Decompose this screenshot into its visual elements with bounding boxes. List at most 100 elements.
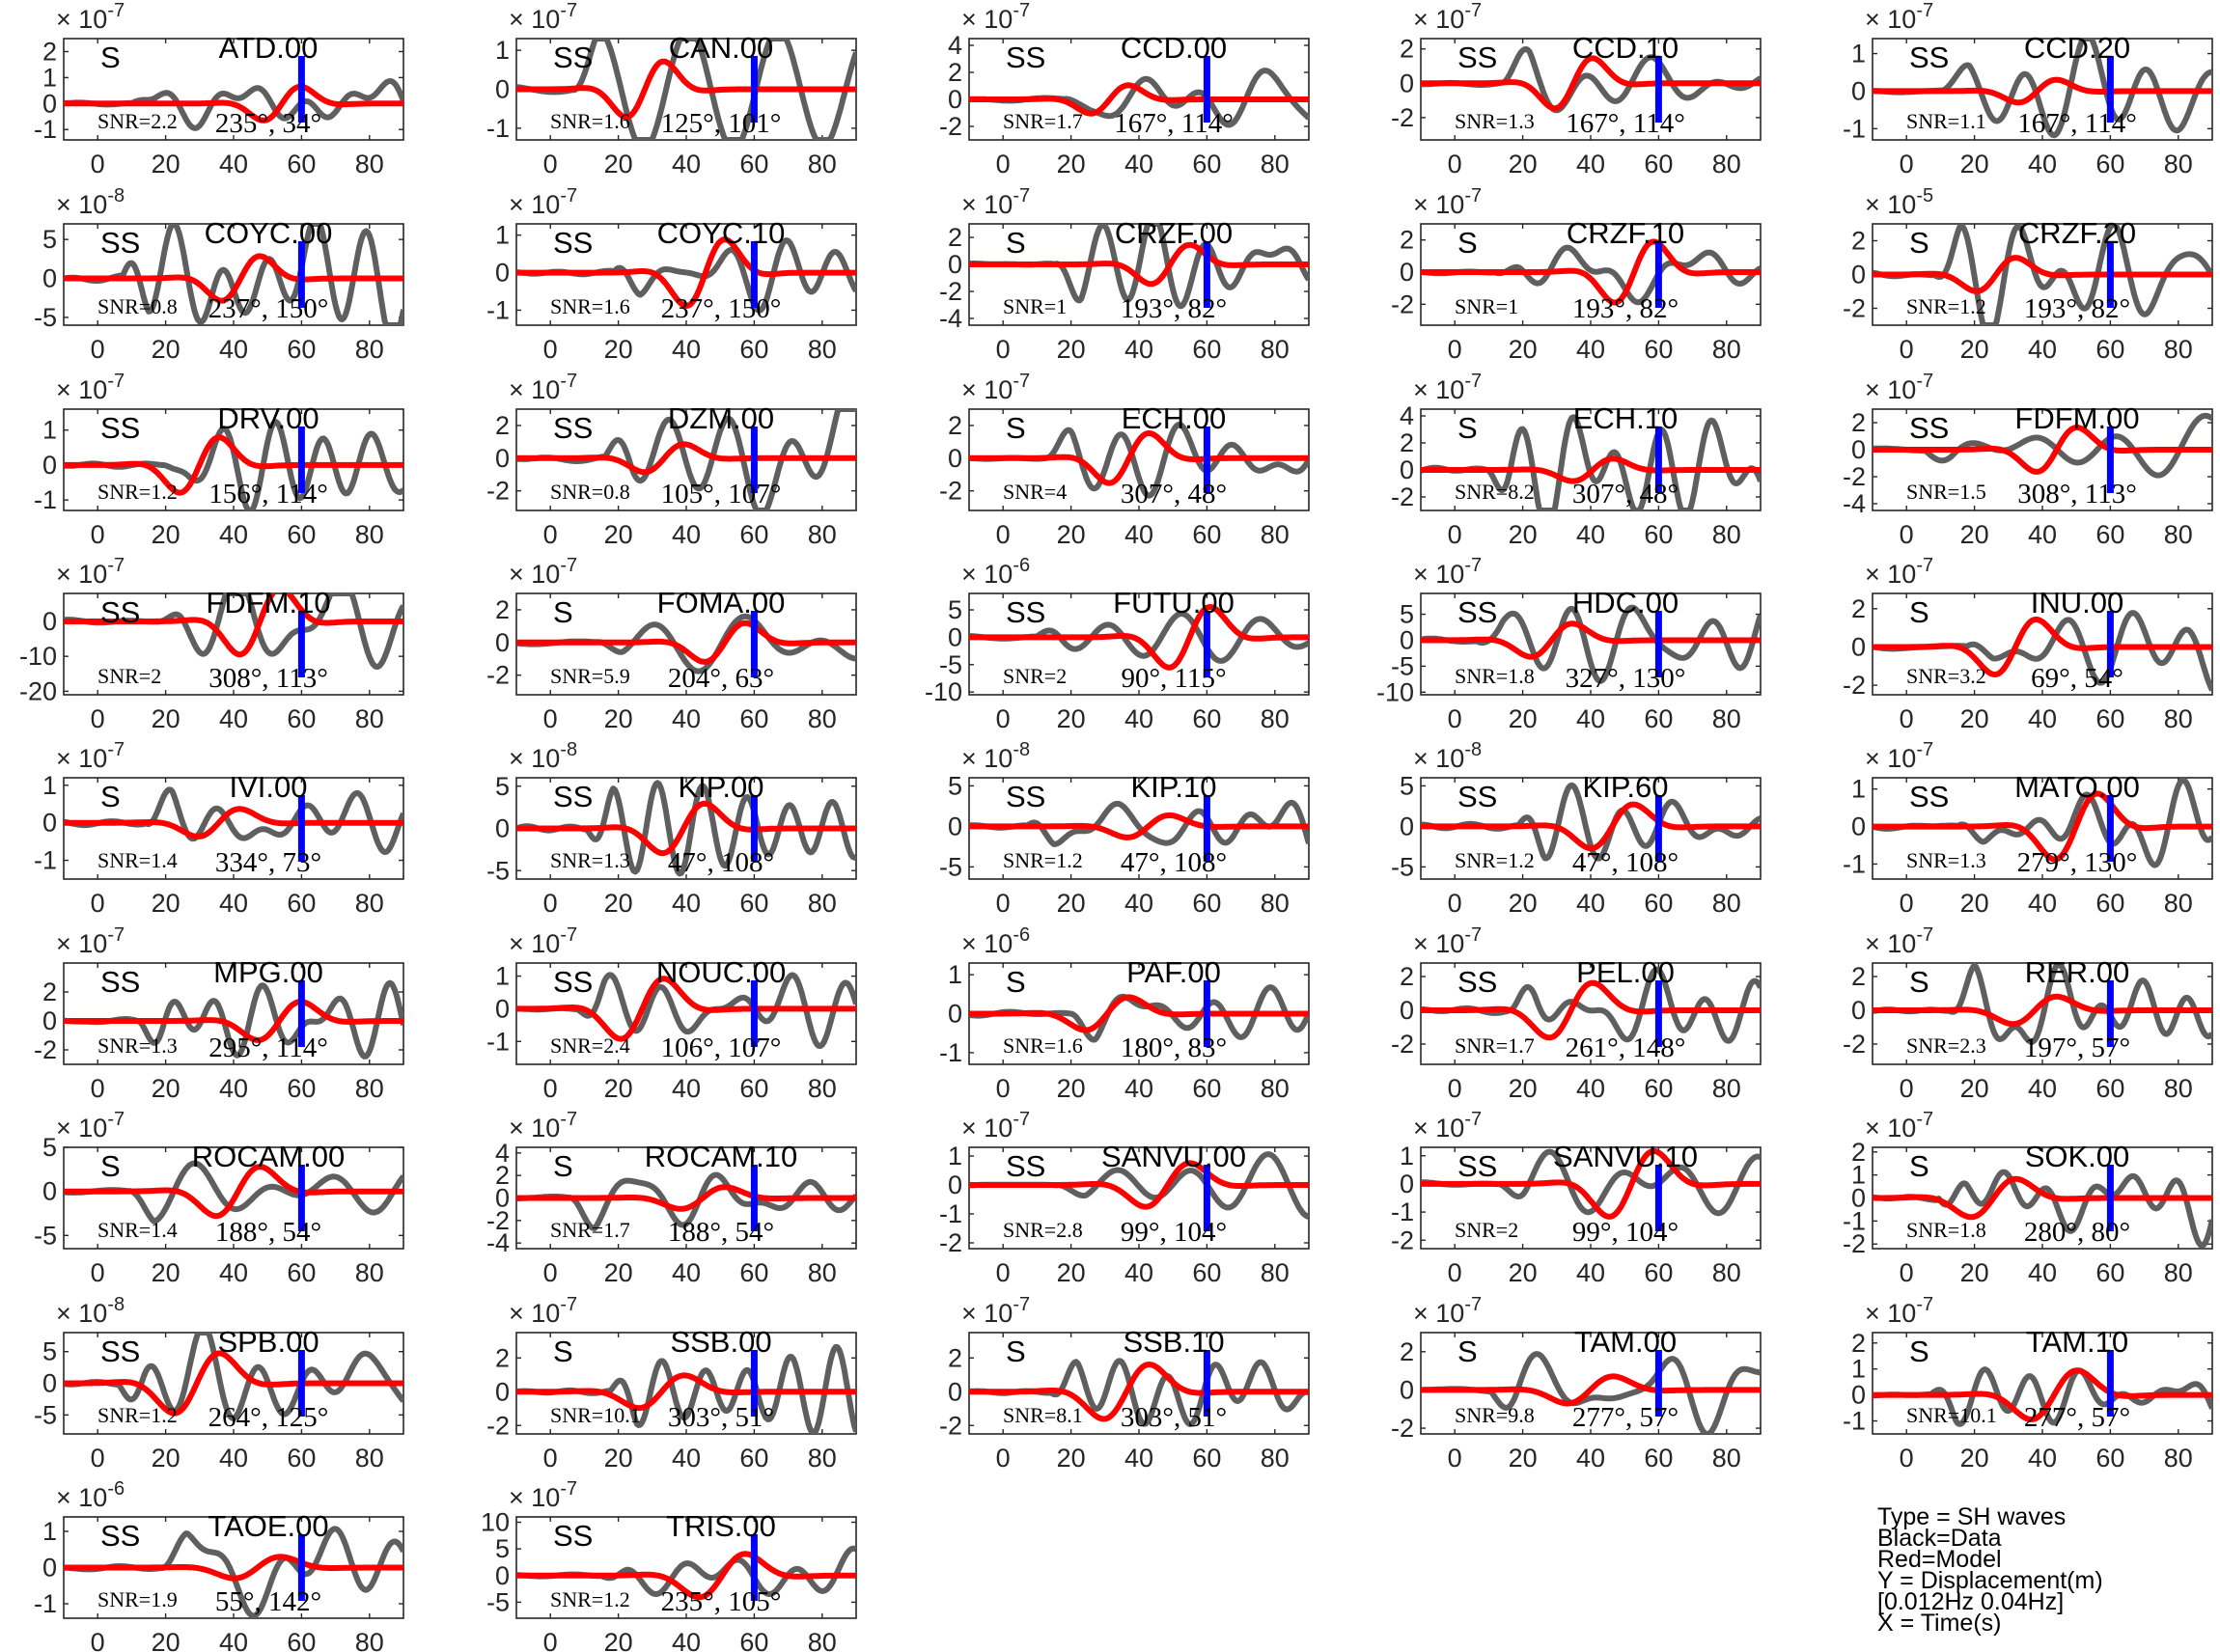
y-tick-label: -5 <box>34 1221 57 1250</box>
y-tick-label: -2 <box>1391 1225 1414 1254</box>
x-tick-label: 80 <box>1712 1074 1741 1103</box>
station-label: TAM.00 <box>1574 1325 1677 1359</box>
snr-label: SNR=1.4 <box>97 1218 178 1242</box>
y-tick-label: 0 <box>42 1369 57 1398</box>
phase-label: SS <box>1909 780 1949 813</box>
station-label: SANVU.10 <box>1553 1140 1698 1173</box>
model-waveform <box>1421 1373 1761 1407</box>
model-waveform <box>969 430 1309 486</box>
x-tick-label: 80 <box>2164 1074 2193 1103</box>
x-tick-label: 60 <box>1192 520 1221 549</box>
model-waveform <box>1873 1367 2212 1422</box>
station-label: COYC.10 <box>657 216 786 250</box>
phase-label: S <box>1457 411 1478 445</box>
y-exponent-label: × 10-8 <box>56 1294 125 1328</box>
snr-label: SNR=9.8 <box>1455 1403 1535 1427</box>
y-tick-label: 2 <box>948 1343 962 1372</box>
x-tick-label: 60 <box>287 1628 316 1652</box>
y-tick-label: 0 <box>495 1184 510 1213</box>
x-tick-label: 0 <box>996 889 1011 918</box>
y-tick-label: -2 <box>486 1411 510 1440</box>
snr-label: SNR=1.3 <box>97 1033 178 1058</box>
x-tick-label: 40 <box>2028 1444 2057 1473</box>
station-label: NOUC.00 <box>656 955 786 989</box>
model-waveform <box>1873 76 2212 106</box>
legend-line: [0.012Hz 0.04Hz] <box>1877 1588 2064 1615</box>
y-tick-label: 0 <box>948 1000 962 1029</box>
azimuth-label: 303°, 51° <box>1121 1402 1227 1433</box>
y-tick-label: 1 <box>1851 775 1866 804</box>
y-tick-label: 0 <box>42 1554 57 1583</box>
y-tick-label: 5 <box>42 225 57 254</box>
snr-label: SNR=1.1 <box>1906 109 1986 133</box>
azimuth-label: 193°, 82° <box>1121 293 1227 324</box>
station-label: SSB.00 <box>670 1325 771 1359</box>
y-tick-label: -2 <box>1843 671 1866 700</box>
phase-label: SS <box>100 595 140 629</box>
panel-coyc-00: 0 20 40 60 80 -5 0 5 × 10-8 SS COYC.00 SNR=0.8 237°,… <box>34 185 404 364</box>
x-tick-label: 80 <box>2164 1258 2193 1287</box>
model-waveform <box>969 1160 1309 1210</box>
y-exponent-label: × 10-7 <box>961 1294 1030 1328</box>
snr-label: SNR=2 <box>1455 1218 1518 1242</box>
y-tick-label: 0 <box>42 451 57 480</box>
panel-can-00: 0 20 40 60 80 -1 0 1× 10-7 SS CAN.00 SNR=1.6 125°, … <box>486 0 857 179</box>
station-label: TAOE.00 <box>208 1509 328 1543</box>
x-tick-label: 0 <box>543 520 558 549</box>
x-tick-label: 20 <box>152 335 180 364</box>
x-tick-label: 80 <box>2164 520 2193 549</box>
x-tick-label: 20 <box>1960 704 1989 733</box>
station-label: COYC.00 <box>205 216 333 250</box>
y-tick-label: 2 <box>495 1161 510 1190</box>
azimuth-label: 193°, 82° <box>1572 293 1679 324</box>
azimuth-label: 264°, 125° <box>208 1402 329 1433</box>
x-tick-label: 80 <box>1712 1444 1741 1473</box>
azimuth-label: 90°, 115° <box>1121 663 1226 694</box>
phase-label: S <box>1909 1335 1929 1368</box>
x-tick-label: 60 <box>1644 150 1673 179</box>
x-tick-label: 0 <box>1448 520 1462 549</box>
x-tick-label: 20 <box>604 335 633 364</box>
x-tick-label: 0 <box>91 520 105 549</box>
y-exponent-label: × 10-6 <box>961 555 1030 589</box>
snr-label: SNR=0.8 <box>550 480 630 504</box>
x-tick-label: 20 <box>1960 1444 1989 1473</box>
x-tick-label: 0 <box>543 704 558 733</box>
x-tick-label: 80 <box>2164 704 2193 733</box>
station-label: HDC.00 <box>1572 586 1679 620</box>
model-waveform <box>1421 801 1761 852</box>
x-tick-label: 40 <box>1124 335 1153 364</box>
x-tick-label: 20 <box>1960 1074 1989 1103</box>
x-tick-label: 20 <box>1509 335 1538 364</box>
y-tick-label: 0 <box>495 75 510 104</box>
phase-label: S <box>100 41 121 74</box>
x-tick-label: 60 <box>1644 889 1673 918</box>
model-waveform <box>516 976 856 1042</box>
phase-label: SS <box>553 965 593 999</box>
y-tick-label: 2 <box>495 1343 510 1372</box>
x-tick-label: 80 <box>355 889 384 918</box>
phase-label: S <box>553 1335 573 1368</box>
y-tick-label: 5 <box>948 595 962 624</box>
y-tick-label: -4 <box>1843 489 1866 518</box>
x-tick-label: 40 <box>2028 520 2057 549</box>
x-tick-label: 40 <box>2028 1258 2057 1287</box>
y-exponent-label: × 10-7 <box>1865 371 1933 404</box>
y-exponent-label: × 10-7 <box>509 0 577 34</box>
azimuth-label: 237°, 150° <box>661 293 782 324</box>
legend-line: X = Time(s) <box>1877 1610 2002 1637</box>
phase-label: SS <box>100 1519 140 1553</box>
x-tick-label: 60 <box>287 1074 316 1103</box>
y-exponent-label: × 10-7 <box>509 924 577 958</box>
x-tick-label: 40 <box>219 704 248 733</box>
y-tick-label: -2 <box>939 112 962 141</box>
x-tick-label: 20 <box>152 1258 180 1287</box>
x-tick-label: 40 <box>672 335 701 364</box>
y-tick-label: 0 <box>42 264 57 293</box>
x-tick-label: 40 <box>1124 150 1153 179</box>
x-tick-label: 20 <box>1509 889 1538 918</box>
